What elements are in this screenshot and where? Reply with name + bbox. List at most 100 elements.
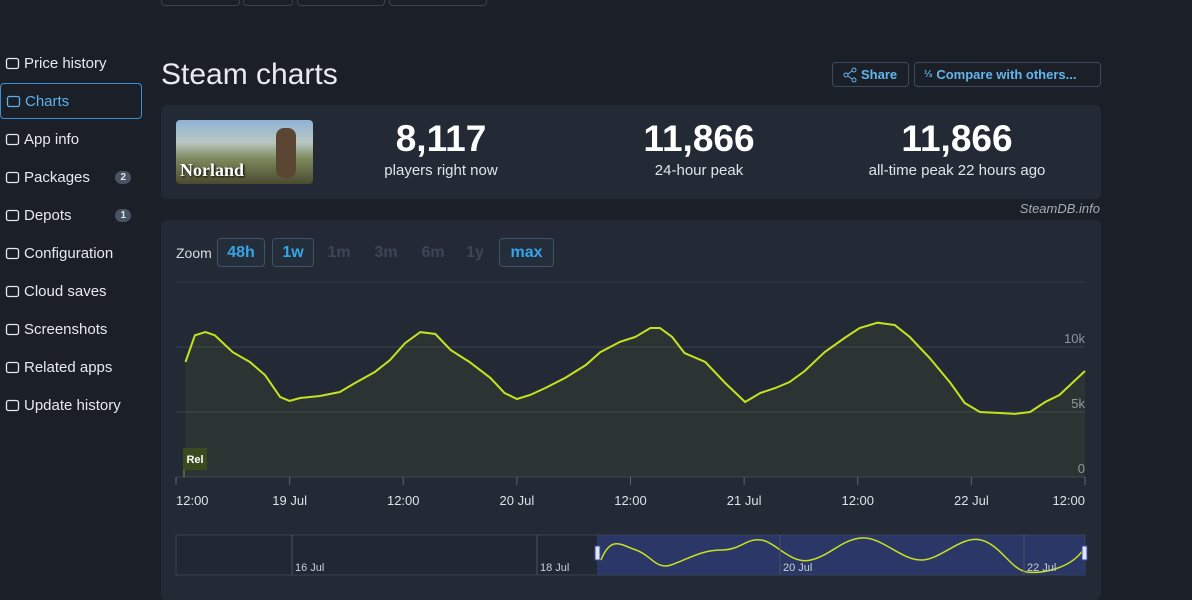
navigator-label: 22 Jul (1027, 562, 1056, 574)
nav-label: Charts (25, 92, 70, 110)
icon-shape (5, 323, 20, 335)
icon-shape (5, 361, 20, 373)
zoom-label: Zoom (176, 245, 212, 261)
logo-text: Norland (180, 160, 245, 180)
icon-shape (5, 133, 20, 145)
navigator-label: 20 Jul (783, 562, 812, 574)
compare-label: Compare with others... (936, 67, 1077, 82)
nav-label: App info (24, 130, 80, 148)
x-tick-label: 12:00 (387, 493, 420, 508)
nav-badge: 1 (115, 208, 131, 222)
nav-label: Related apps (24, 358, 113, 376)
icon-shape (5, 171, 20, 183)
share-button[interactable]: Share (832, 62, 909, 87)
share-icon (843, 67, 857, 82)
x-tick-label: 12:00 (614, 493, 647, 508)
x-tick-label: 12:00 (176, 493, 209, 508)
zoom-button[interactable]: 1m (327, 243, 351, 261)
logo-figure (276, 128, 296, 178)
nav-icon (5, 285, 20, 297)
nav-item[interactable]: App info (0, 121, 142, 157)
navigator-selection[interactable] (597, 535, 1085, 575)
stat: 11,866 all-time peak 22 hours ago (837, 118, 1077, 179)
icon-shape (5, 285, 20, 297)
nav-item[interactable]: Configuration (0, 235, 142, 271)
nav-icon (5, 209, 20, 221)
nav-item[interactable]: Charts (0, 83, 142, 119)
navigator-label: 16 Jul (295, 562, 324, 574)
nav-label: Update history (24, 396, 121, 414)
navigator-label: 18 Jul (540, 562, 569, 574)
x-tick-label: 20 Jul (500, 493, 535, 508)
stat-label: players right now (384, 162, 498, 179)
flag (183, 448, 207, 470)
nav-icon (5, 323, 20, 335)
area (185, 322, 1085, 477)
nav-label: Cloud saves (24, 282, 107, 300)
zoom-button[interactable]: 3m (374, 243, 398, 261)
stat: 11,866 24-hour peak (579, 118, 819, 179)
nav-icon (5, 133, 20, 145)
zoom-button[interactable]: 1y (466, 243, 484, 261)
flag-label: Rel (186, 454, 203, 466)
y-tick-label: 10k (1064, 331, 1085, 346)
nav-icon (5, 171, 20, 183)
navigator-handle[interactable] (594, 545, 601, 561)
credit: SteamDB.info (1019, 201, 1100, 216)
y-tick-label: 0 (1078, 461, 1085, 476)
line (184, 321, 1086, 415)
compare-button[interactable]: ⅓ Compare with others... (914, 62, 1101, 87)
nav-item[interactable]: Cloud saves (0, 273, 142, 309)
nav-item[interactable]: Related apps (0, 349, 142, 385)
stat: 8,117 players right now (321, 118, 561, 179)
nav-label: Price history (24, 54, 107, 72)
y-tick-label: 5k (1071, 396, 1085, 411)
icon-shape (5, 57, 20, 69)
x-tick-label: 22 Jul (954, 493, 989, 508)
tab[interactable] (389, 0, 487, 6)
icon-shape (5, 209, 20, 221)
navigator-handle[interactable] (1081, 545, 1088, 561)
page: Price history Charts App info Packages 2 Depo… (0, 0, 1101, 600)
nav-icon (5, 57, 20, 69)
nav-label: Configuration (24, 244, 114, 262)
nav-label: Depots (24, 206, 72, 224)
zoom-button[interactable]: max (499, 238, 554, 267)
x-tick-label: 21 Jul (727, 493, 762, 508)
page-title: Steam charts (161, 58, 338, 91)
navigator-line (600, 537, 1084, 574)
zoom-button[interactable]: 48h (217, 238, 265, 267)
zoom-button[interactable]: 6m (421, 243, 445, 261)
icon-shape (5, 247, 20, 259)
icon-shape (5, 399, 20, 411)
nav-item[interactable]: Update history (0, 387, 142, 423)
nav-icon (6, 95, 21, 107)
nav-item[interactable]: Price history (0, 45, 142, 81)
nav-item[interactable]: Screenshots (0, 311, 142, 347)
stat-value: 11,866 (901, 118, 1013, 159)
nav-label: Screenshots (24, 320, 108, 338)
x-tick-label: 12:00 (1052, 493, 1085, 508)
stat-label: all-time peak 22 hours ago (868, 162, 1046, 179)
nav-item[interactable]: Depots 1 (0, 197, 142, 233)
zoom-button[interactable]: 1w (272, 238, 314, 267)
game-logo: Norland (176, 120, 313, 184)
nav-label: Packages (24, 168, 90, 186)
chart: 0 5k 10k 12:00 19 Jul 12:00 20 Jul 12:00 21 Jul 1… (175, 281, 1088, 576)
tab[interactable] (297, 0, 385, 6)
nav-icon (5, 399, 20, 411)
compare-icon: ⅓ (924, 69, 933, 80)
nav-icon (5, 247, 20, 259)
icon-shape (6, 95, 21, 107)
x-tick-label: 19 Jul (272, 493, 307, 508)
nav-badge: 2 (115, 170, 131, 184)
share-label: Share (861, 67, 898, 82)
stat-label: 24-hour peak (654, 162, 744, 179)
tab[interactable] (161, 0, 240, 6)
nav-icon (5, 361, 20, 373)
tab[interactable] (243, 0, 293, 6)
stats-panel (161, 105, 1101, 199)
nav-item[interactable]: Packages 2 (0, 159, 142, 195)
stat-value: 11,866 (643, 118, 755, 159)
stat-value: 8,117 (395, 118, 487, 159)
